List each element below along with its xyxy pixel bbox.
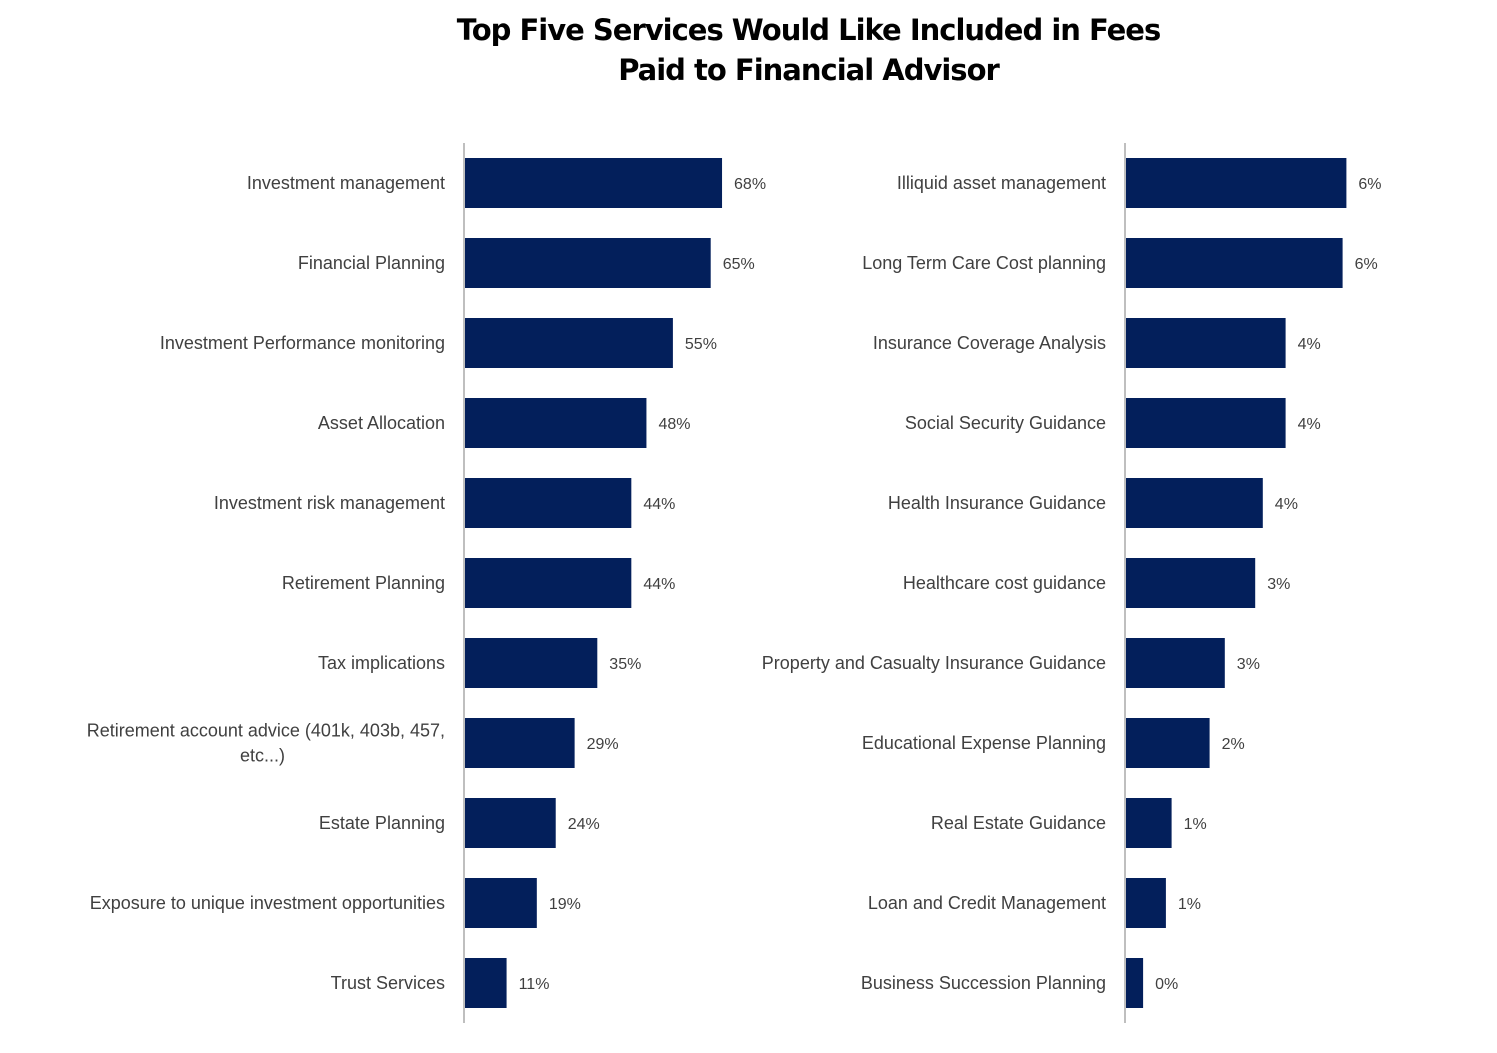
right-value-label-3: 4% — [1298, 336, 1321, 353]
right-bar-2 — [1126, 238, 1343, 288]
chart-title: Top Five Services Would Like Included in… — [0, 10, 1497, 90]
right-value-label-2: 6% — [1355, 256, 1378, 273]
right-category-label-4: Social Security Guidance — [905, 413, 1106, 433]
right-bar-9 — [1126, 798, 1172, 848]
right-category-label-10: Loan and Credit Management — [868, 893, 1106, 913]
right-value-label-8: 2% — [1222, 736, 1245, 753]
left-value-label-6: 44% — [643, 576, 675, 593]
right-chart-panel: 6% Illiquid asset management 6% Long Term C… — [762, 143, 1382, 1023]
left-bar-2 — [465, 238, 711, 288]
right-bar-4 — [1126, 398, 1286, 448]
left-value-label-3: 55% — [685, 336, 717, 353]
right-category-label-5: Health Insurance Guidance — [888, 493, 1106, 513]
right-value-label-1: 6% — [1358, 176, 1381, 193]
right-bar-1 — [1126, 158, 1347, 208]
left-category-label-7: Tax implications — [318, 653, 445, 673]
left-category-label-10: Exposure to unique investment opportunit… — [90, 893, 445, 913]
right-bar-7 — [1126, 638, 1225, 688]
right-value-label-4: 4% — [1298, 416, 1321, 433]
right-bar-11 — [1126, 958, 1144, 1008]
left-bar-4 — [465, 398, 647, 448]
right-category-label-11: Business Succession Planning — [861, 973, 1106, 993]
right-value-label-11: 0% — [1155, 976, 1178, 993]
right-bar-6 — [1126, 558, 1256, 608]
right-bar-5 — [1126, 478, 1263, 528]
left-category-label-9: Estate Planning — [319, 813, 445, 833]
left-bar-8 — [465, 718, 575, 768]
left-bar-10 — [465, 878, 537, 928]
left-value-label-2: 65% — [723, 256, 755, 273]
right-bar-3 — [1126, 318, 1286, 368]
title-line-2: Paid to Financial Advisor — [618, 53, 1000, 87]
left-value-label-5: 44% — [643, 496, 675, 513]
left-value-label-9: 24% — [568, 816, 600, 833]
left-category-label-4: Asset Allocation — [318, 413, 445, 433]
right-category-label-9: Real Estate Guidance — [931, 813, 1106, 833]
left-value-label-1: 68% — [734, 176, 766, 193]
left-value-label-7: 35% — [609, 656, 641, 673]
right-bar-10 — [1126, 878, 1166, 928]
left-bar-9 — [465, 798, 556, 848]
left-value-label-4: 48% — [658, 416, 690, 433]
title-line-1: Top Five Services Would Like Included in… — [456, 13, 1161, 47]
left-value-label-11: 11% — [519, 976, 550, 993]
left-bar-11 — [465, 958, 507, 1008]
left-bar-1 — [465, 158, 723, 208]
left-category-label-8: Retirement account advice (401k, 403b, 4… — [87, 721, 445, 766]
right-bar-8 — [1126, 718, 1210, 768]
left-value-label-8: 29% — [587, 736, 619, 753]
left-bar-7 — [465, 638, 598, 688]
right-category-label-1: Illiquid asset management — [897, 173, 1106, 193]
right-value-label-7: 3% — [1237, 656, 1260, 673]
right-category-label-7: Property and Casualty Insurance Guidance — [762, 653, 1106, 673]
left-category-label-2: Financial Planning — [298, 253, 445, 273]
right-value-label-9: 1% — [1184, 816, 1207, 833]
left-category-label-5: Investment risk management — [214, 493, 445, 513]
left-category-label-11: Trust Services — [331, 973, 445, 993]
right-category-label-2: Long Term Care Cost planning — [862, 253, 1106, 273]
right-category-label-8: Educational Expense Planning — [862, 733, 1106, 753]
left-category-label-1: Investment management — [247, 173, 445, 193]
right-category-label-6: Healthcare cost guidance — [903, 573, 1106, 593]
left-bar-5 — [465, 478, 632, 528]
right-value-label-6: 3% — [1267, 576, 1290, 593]
left-bar-3 — [465, 318, 673, 368]
left-value-label-10: 19% — [549, 896, 581, 913]
right-value-label-10: 1% — [1178, 896, 1201, 913]
left-bar-6 — [465, 558, 632, 608]
left-category-label-6: Retirement Planning — [282, 573, 445, 593]
left-chart-panel: 68% Investment management 65% Financial Pla… — [87, 143, 766, 1023]
left-category-label-3: Investment Performance monitoring — [160, 333, 445, 353]
right-value-label-5: 4% — [1275, 496, 1298, 513]
right-category-label-3: Insurance Coverage Analysis — [873, 333, 1106, 353]
